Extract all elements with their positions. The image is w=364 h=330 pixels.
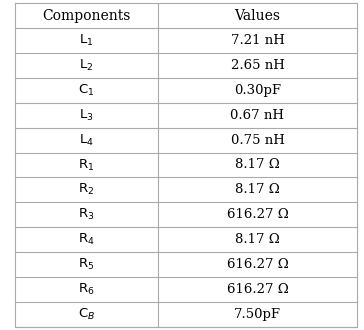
Text: 0.67 nH: 0.67 nH [230, 109, 285, 122]
Text: 8.17 Ω: 8.17 Ω [235, 158, 280, 172]
Text: Components: Components [42, 9, 131, 23]
Text: $\mathrm{R}_5$: $\mathrm{R}_5$ [78, 257, 95, 272]
Text: 8.17 Ω: 8.17 Ω [235, 183, 280, 196]
Text: 8.17 Ω: 8.17 Ω [235, 233, 280, 246]
Text: 2.65 nH: 2.65 nH [230, 59, 284, 72]
Text: 7.50pF: 7.50pF [234, 308, 281, 321]
Text: $\mathrm{R}_1$: $\mathrm{R}_1$ [78, 157, 95, 173]
Text: Values: Values [234, 9, 281, 23]
Text: $\mathrm{L}_1$: $\mathrm{L}_1$ [79, 33, 94, 48]
Text: 7.21 nH: 7.21 nH [230, 34, 284, 47]
Text: $\mathrm{L}_4$: $\mathrm{L}_4$ [79, 133, 94, 148]
Text: 616.27 Ω: 616.27 Ω [227, 258, 288, 271]
Text: $\mathrm{R}_4$: $\mathrm{R}_4$ [78, 232, 95, 247]
Text: $\mathrm{R}_2$: $\mathrm{R}_2$ [78, 182, 95, 197]
Text: $\mathrm{R}_3$: $\mathrm{R}_3$ [78, 207, 95, 222]
Text: $\mathrm{L}_2$: $\mathrm{L}_2$ [79, 58, 94, 73]
Text: $\mathrm{C}_B$: $\mathrm{C}_B$ [78, 307, 95, 322]
Text: $\mathrm{L}_3$: $\mathrm{L}_3$ [79, 108, 94, 123]
Text: 616.27 Ω: 616.27 Ω [227, 208, 288, 221]
Text: 0.75 nH: 0.75 nH [230, 134, 284, 147]
Text: 616.27 Ω: 616.27 Ω [227, 283, 288, 296]
Text: $\mathrm{C}_1$: $\mathrm{C}_1$ [78, 83, 95, 98]
Text: 0.30pF: 0.30pF [234, 84, 281, 97]
Text: $\mathrm{R}_6$: $\mathrm{R}_6$ [78, 282, 95, 297]
